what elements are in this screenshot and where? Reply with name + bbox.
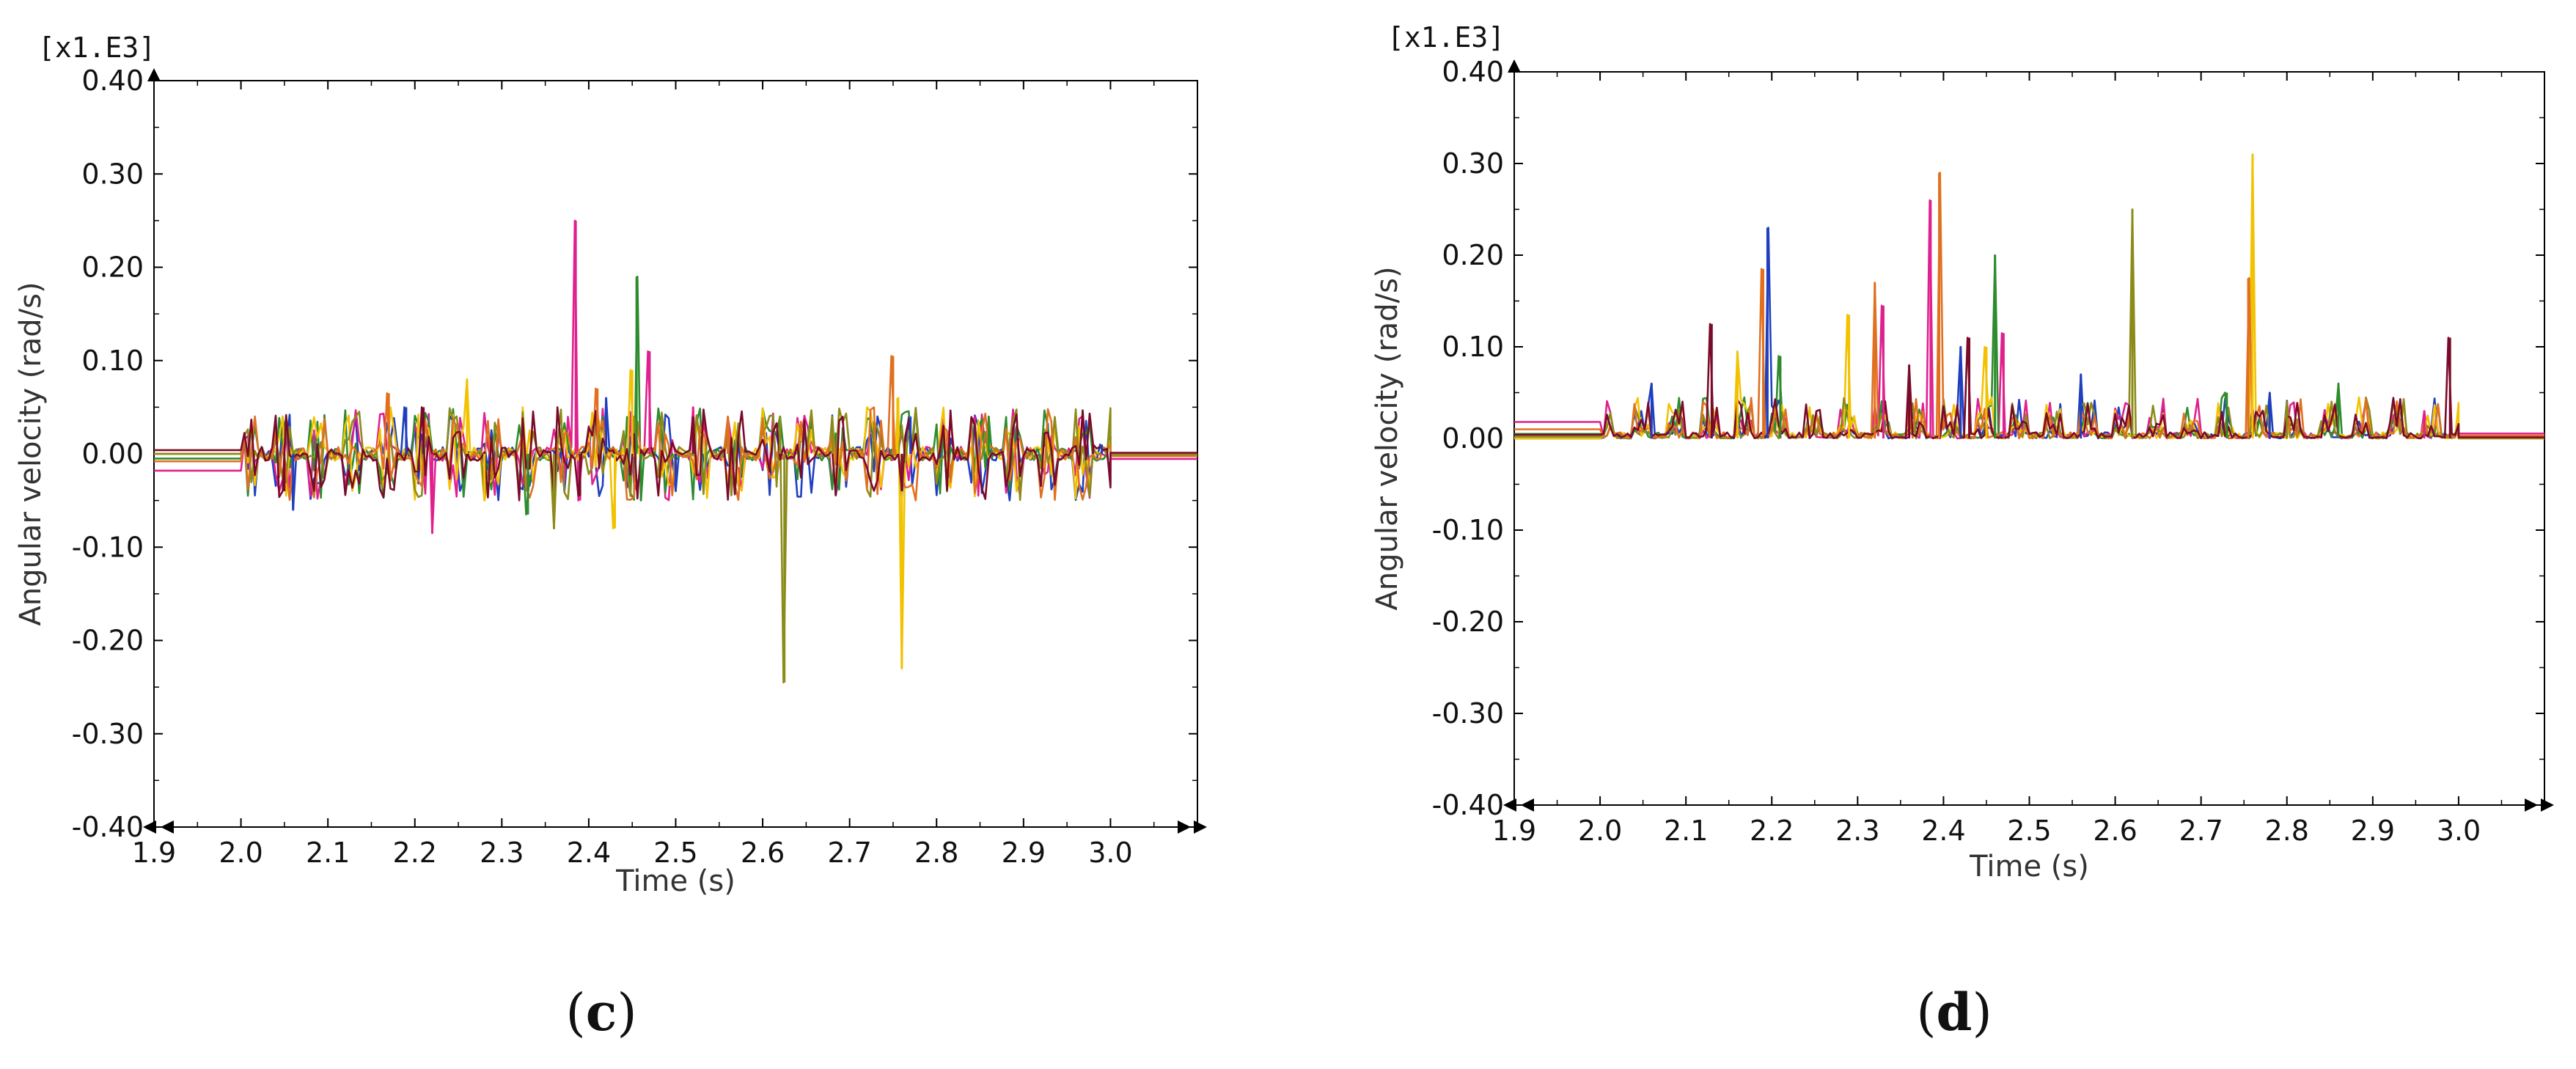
series-line [154, 406, 1197, 502]
y-tick-label: -0.20 [1432, 606, 1504, 638]
traces [154, 219, 1197, 684]
panel-caption: (c) [565, 982, 636, 1043]
x-axis-left-arrow-icon [1521, 798, 1534, 812]
x-tick-label: 2.9 [1002, 837, 1046, 869]
y-tick-label: -0.30 [72, 718, 144, 750]
multiplier-label: [x1.E3] [38, 32, 155, 64]
x-axis-label: Time (s) [615, 864, 735, 898]
chart-panel-d: 0.40 0.30 0.20 0.10 0.00 -0.10 -0.20 -0.30 -0.40… [1370, 21, 2554, 1043]
x-tick-label: 2.9 [2351, 815, 2395, 847]
y-tick-label: 0.00 [1442, 422, 1504, 455]
y-tick-label: 0.10 [81, 345, 144, 377]
y-tick-label: 0.30 [1442, 147, 1504, 180]
y-tick-label: 0.30 [81, 158, 144, 190]
multiplier-label: [x1.E3] [1387, 21, 1505, 54]
x-axis-left-arrow-icon [143, 820, 156, 834]
y-axis-label: Angular velocity (rad/s) [14, 282, 48, 625]
y-tick-label: -0.40 [72, 811, 144, 843]
y-axis-arrow-icon [1508, 59, 1521, 73]
y-tick-label: -0.20 [72, 625, 144, 657]
x-tick-label: 2.2 [1750, 815, 1794, 847]
x-axis-right-arrow-icon [1194, 820, 1207, 834]
x-tick-label: 2.8 [2265, 815, 2309, 847]
x-tick-label: 2.1 [1664, 815, 1708, 847]
x-tick-label: 1.9 [132, 837, 176, 869]
x-tick-label: 2.5 [2007, 815, 2051, 847]
series-line [1514, 199, 2544, 440]
x-tick-label: 2.7 [827, 837, 871, 869]
y-tick-label: -0.10 [72, 531, 144, 563]
traces [1514, 153, 2544, 440]
y-axis-arrow-icon [147, 68, 161, 81]
y-tick-label: 0.40 [81, 65, 144, 97]
y-tick-label: 0.20 [1442, 239, 1504, 271]
x-axis-left-arrow-icon [161, 820, 174, 834]
x-tick-label: 2.0 [219, 837, 263, 869]
x-tick-label: 2.7 [2179, 815, 2223, 847]
x-tick-label: 2.1 [306, 837, 350, 869]
x-tick-label: 2.6 [741, 837, 785, 869]
x-tick-label: 3.0 [1088, 837, 1132, 869]
x-tick-label: 2.3 [480, 837, 524, 869]
y-axis-label: Angular velocity (rad/s) [1370, 266, 1404, 610]
y-tick-label: 0.10 [1442, 331, 1504, 363]
chart-panel-c: 0.40 0.30 0.20 0.10 0.00 -0.10 -0.20 -0.30 -0.40… [14, 32, 1207, 1043]
x-tick-label: 2.4 [567, 837, 611, 869]
x-axis-right-arrow-icon [1178, 820, 1191, 834]
x-tick-label: 2.5 [653, 837, 697, 869]
y-tick-label: -0.40 [1432, 789, 1504, 821]
panel-caption: (d) [1916, 982, 1992, 1043]
y-tick-label: 0.40 [1442, 56, 1504, 88]
x-tick-label: 2.4 [1921, 815, 1965, 847]
series-line [1514, 208, 2544, 440]
series-line [1514, 323, 2544, 440]
x-axis-right-arrow-icon [2541, 798, 2554, 812]
x-tick-label: 1.9 [1492, 815, 1536, 847]
x-axis-right-arrow-icon [2525, 798, 2538, 812]
x-tick-label: 2.8 [914, 837, 958, 869]
x-axis-label: Time (s) [1969, 850, 2089, 884]
series-line [1514, 153, 2544, 440]
y-tick-label: 0.20 [81, 251, 144, 284]
series-line [154, 369, 1197, 669]
x-tick-label: 2.0 [1578, 815, 1622, 847]
y-tick-label: -0.30 [1432, 697, 1504, 730]
y-tick-label: -0.10 [1432, 514, 1504, 546]
x-tick-label: 2.6 [2093, 815, 2137, 847]
y-tick-label: 0.00 [81, 438, 144, 470]
x-axis-left-arrow-icon [1503, 798, 1516, 812]
x-tick-label: 2.2 [393, 837, 437, 869]
series-line [1514, 172, 2544, 440]
x-tick-label: 2.3 [1835, 815, 1879, 847]
x-tick-label: 3.0 [2437, 815, 2481, 847]
